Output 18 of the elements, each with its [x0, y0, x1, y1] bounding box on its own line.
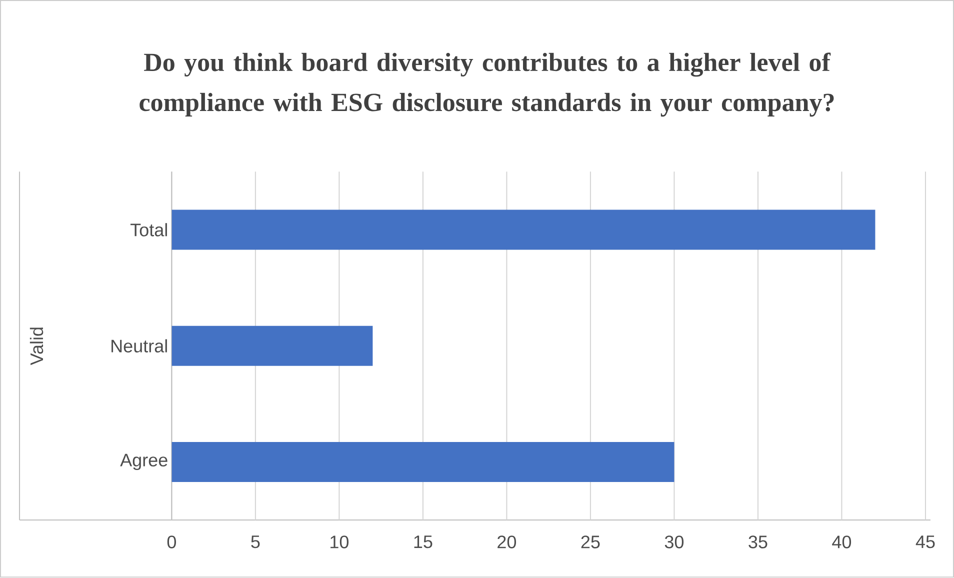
x-tick-label: 0	[167, 536, 176, 549]
y-tick-label: Neutral	[112, 339, 167, 353]
x-tick-label: 20	[498, 536, 516, 549]
x-tick-label: 30	[664, 536, 684, 549]
x-tick-label: 25	[581, 536, 600, 549]
x-tick-label: 10	[330, 536, 349, 549]
x-tick-label: 45	[916, 536, 935, 548]
bar	[172, 210, 876, 250]
bar	[172, 326, 373, 366]
y-tick-label: Agree	[120, 454, 168, 470]
x-tick-label: 5	[251, 536, 260, 548]
bar	[172, 442, 674, 482]
y-axis-title: Valid	[30, 328, 44, 366]
x-tick-label: 15	[414, 536, 432, 548]
x-tick-label: 40	[832, 536, 852, 549]
chart-title: Do you think board diversity contributes to a higher level of compliance with ESG disclosure standards in your company?	[140, 52, 834, 117]
y-tick-label: Total	[130, 223, 167, 237]
x-tick-label: 35	[748, 536, 768, 549]
